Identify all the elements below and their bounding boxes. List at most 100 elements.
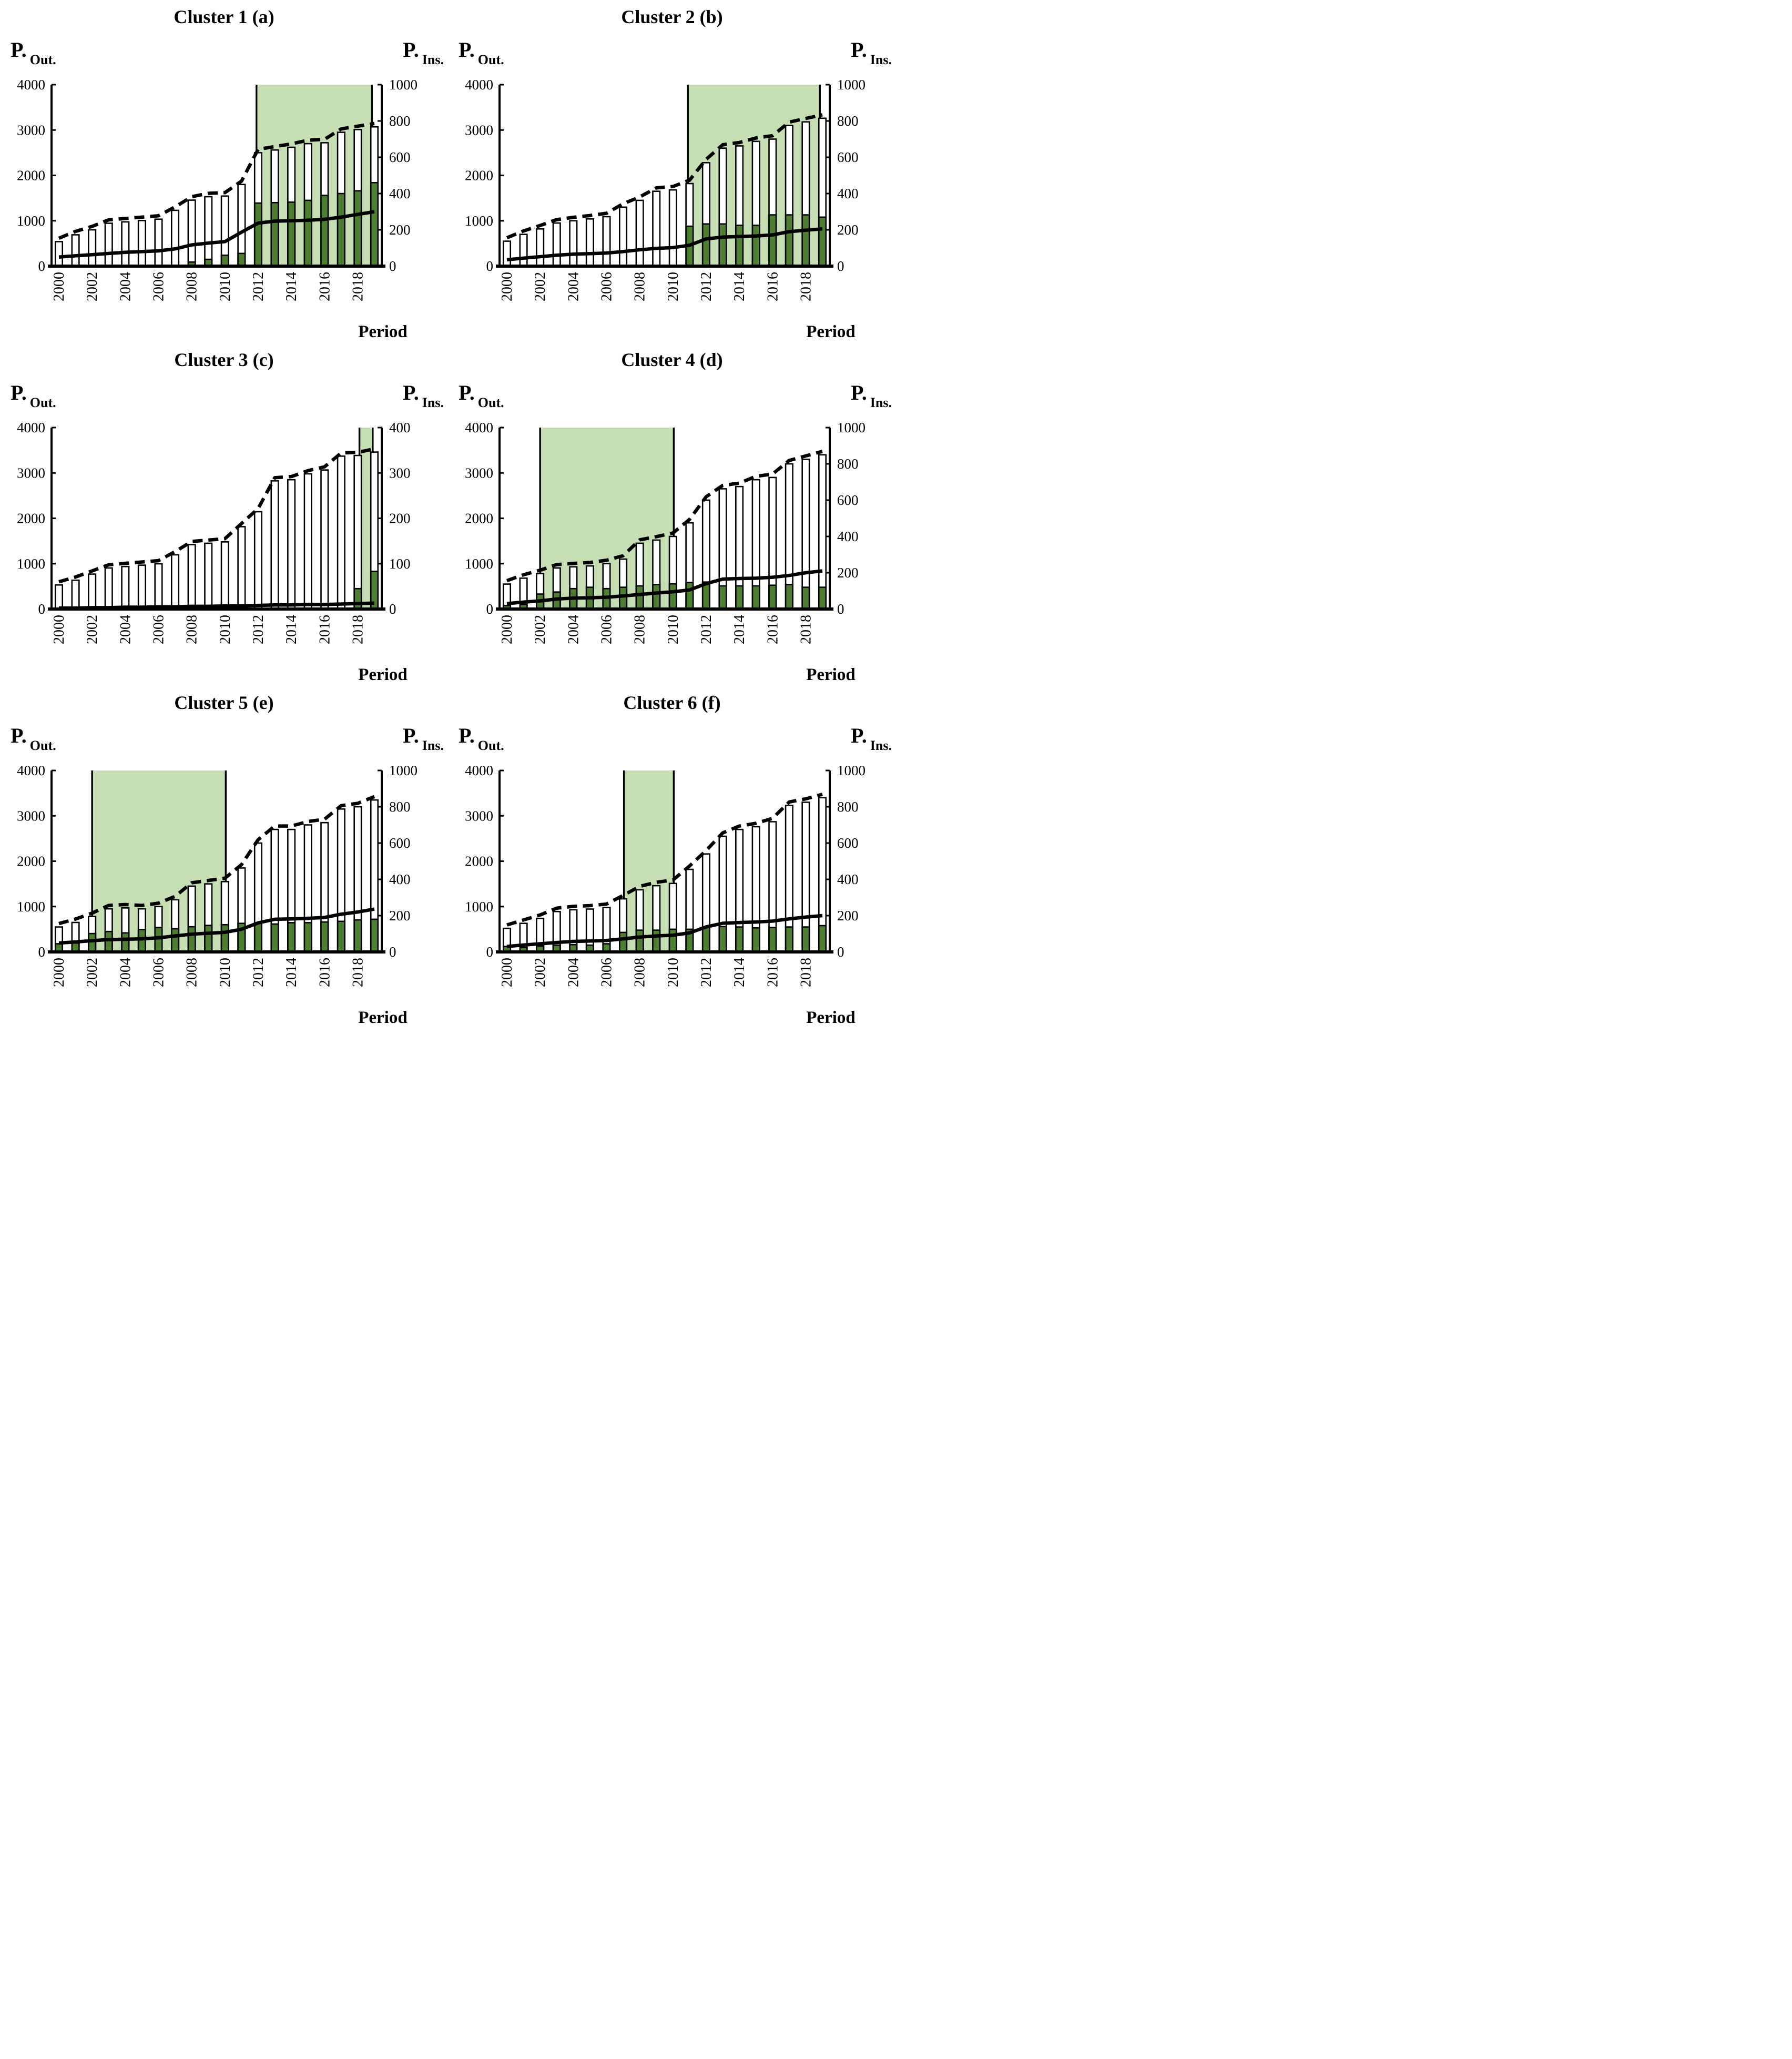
x-tick-label: 2014 <box>283 958 300 987</box>
left-tick-label: 2000 <box>17 854 45 869</box>
x-tick-label: 2000 <box>51 615 67 644</box>
bar-inside-2016 <box>768 214 777 267</box>
left-axis-ticks: 0 1000 2000 3000 4000 <box>465 763 504 960</box>
right-tick-label: 200 <box>389 908 411 924</box>
left-axis-ticks: 0 1000 2000 3000 4000 <box>17 420 56 617</box>
x-tick-label: 2018 <box>350 615 366 644</box>
left-axis-label: P. Out. <box>11 381 56 410</box>
right-tick-label: 400 <box>837 529 859 544</box>
x-axis-label: Period <box>358 322 407 341</box>
x-tick-label: 2018 <box>798 958 814 987</box>
bar-outside-2005 <box>137 220 146 267</box>
solid-line-inside-trend <box>59 601 375 610</box>
left-axis-label: P. Out. <box>459 724 504 753</box>
bar-outside-2006 <box>154 563 163 610</box>
left-axis-sublabel: Out. <box>30 738 56 753</box>
dashed-line-outside-trend <box>58 121 375 240</box>
x-tick-label: 2016 <box>317 958 333 987</box>
x-tick-label: 2008 <box>632 615 648 644</box>
bar-outside-2001 <box>519 234 528 267</box>
x-tick-label: 2000 <box>499 615 515 644</box>
bar-inside-2013 <box>718 585 727 610</box>
dashed-line-outside-trend <box>58 795 375 926</box>
bar-inside-2019 <box>370 181 379 267</box>
x-axis-label: Period <box>806 665 855 684</box>
panel-title: Cluster 1 (a) <box>174 6 274 27</box>
bar-inside-2018 <box>353 587 362 610</box>
left-tick-label: 2000 <box>17 168 45 184</box>
bar-outside-2016 <box>320 469 329 610</box>
bar-inside-2015 <box>303 922 312 953</box>
x-tick-label: 2004 <box>117 272 134 301</box>
bar-inside-2012 <box>701 223 710 267</box>
bar-inside-2013 <box>270 923 279 953</box>
solid-line-inside-trend <box>506 569 823 605</box>
x-tick-label: 2010 <box>217 272 233 301</box>
bar-inside-2002 <box>88 932 97 953</box>
left-tick-label: 1000 <box>465 556 493 572</box>
x-tick-label: 2012 <box>250 615 267 644</box>
bar-inside-2007 <box>619 931 628 953</box>
bar-outside-2008 <box>635 199 644 267</box>
bar-inside-2014 <box>287 201 296 267</box>
axes <box>48 428 385 611</box>
left-axis-label: P. Out. <box>11 724 56 753</box>
x-tick-label: 2008 <box>632 958 648 987</box>
right-axis-label: P. Ins. <box>851 381 892 410</box>
left-tick-label: 2000 <box>465 854 493 869</box>
x-tick-label: 2002 <box>84 958 100 987</box>
bar-inside-2018 <box>801 214 810 267</box>
x-tick-label: 2002 <box>84 615 100 644</box>
bar-inside-2008 <box>187 926 196 953</box>
left-tick-label: 1000 <box>17 899 45 915</box>
cluster-panel-e: 0 1000 2000 3000 4000 0 200 400 600 800 1000 2000 20… <box>0 686 448 1029</box>
bar-inside-2017 <box>785 584 793 610</box>
left-axis-label: P. Out. <box>11 38 56 67</box>
bar-inside-2013 <box>718 223 727 267</box>
panel-title: Cluster 6 (f) <box>623 692 720 713</box>
right-tick-label: 600 <box>389 835 411 851</box>
x-tick-label: 2008 <box>184 615 200 644</box>
bar-outside-2008 <box>187 199 196 267</box>
cluster-panel-a: 0 1000 2000 3000 4000 0 200 400 600 800 1000 2000 20… <box>0 0 448 343</box>
left-axis-label: P. Out. <box>459 38 504 67</box>
right-axis-sublabel: Ins. <box>870 52 892 67</box>
left-tick-label: 2000 <box>465 511 493 526</box>
x-tick-label: 2012 <box>698 272 715 301</box>
right-tick-label: 100 <box>389 556 411 572</box>
right-tick-label: 0 <box>389 601 396 617</box>
solid-line-inside-trend <box>58 210 375 259</box>
x-tick-label: 2010 <box>217 958 233 987</box>
x-tick-label: 2016 <box>765 615 781 644</box>
panel-title: Cluster 4 (d) <box>621 349 722 370</box>
panel-title: Cluster 5 (e) <box>174 692 273 713</box>
x-tick-label: 2008 <box>184 958 200 987</box>
bar-outside-2008 <box>187 544 196 610</box>
right-axis-sublabel: Ins. <box>422 395 444 410</box>
right-tick-label: 600 <box>837 835 859 851</box>
bar-inside-2014 <box>735 926 744 953</box>
x-axis-label: Period <box>806 1008 855 1027</box>
right-tick-label: 600 <box>837 149 859 165</box>
right-tick-label: 1000 <box>389 763 418 778</box>
right-tick-label: 200 <box>837 565 859 581</box>
dashed-line-outside-trend <box>506 113 823 240</box>
x-tick-label: 2014 <box>283 272 300 301</box>
x-tick-label: 2004 <box>117 958 134 987</box>
left-axis-ticks: 0 1000 2000 3000 4000 <box>465 420 504 617</box>
left-axis-sublabel: Out. <box>30 395 56 410</box>
right-tick-label: 800 <box>837 799 859 815</box>
x-tick-label: 2012 <box>250 272 267 301</box>
x-tick-label: 2014 <box>731 958 748 987</box>
bar-outside-2011 <box>237 526 246 610</box>
bar-inside-2009 <box>204 925 213 953</box>
right-axis-label: P. Ins. <box>851 38 892 67</box>
left-tick-label: 4000 <box>17 763 45 778</box>
bar-inside-2008 <box>635 585 644 610</box>
x-tick-labels: 2000 2002 2004 2006 2008 2010 2012 2014 2016 2018 <box>499 615 814 644</box>
bar-inside-2018 <box>801 586 810 610</box>
right-tick-label: 400 <box>389 186 411 201</box>
bar-inside-2007 <box>171 928 180 953</box>
left-tick-label: 3000 <box>465 122 493 138</box>
